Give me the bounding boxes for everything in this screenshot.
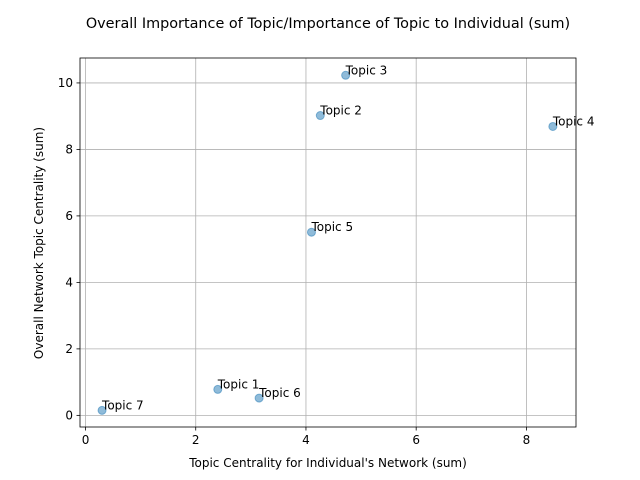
y-tick-label: 4 <box>65 276 73 290</box>
y-tick-label: 6 <box>65 209 73 223</box>
data-point-label: Topic 3 <box>345 63 388 77</box>
x-tick-label: 6 <box>412 433 420 447</box>
data-point-label: Topic 1 <box>217 377 260 391</box>
data-point <box>315 111 325 121</box>
data-point-label: Topic 5 <box>310 220 353 234</box>
x-axis-label: Topic Centrality for Individual's Networ… <box>188 456 467 470</box>
data-point <box>254 393 264 403</box>
data-point <box>341 70 351 80</box>
y-tick-label: 0 <box>65 409 73 423</box>
data-point <box>213 384 223 394</box>
x-tick-label: 2 <box>192 433 200 447</box>
data-point-label: Topic 7 <box>101 398 144 412</box>
data-point-label: Topic 2 <box>319 104 362 118</box>
data-points: Topic 1 Topic 2 Topic 3 Topic 4 Topic 5 Topic… <box>97 63 595 415</box>
data-point <box>548 121 558 131</box>
y-tick-label: 2 <box>65 342 73 356</box>
y-tick-label: 10 <box>58 76 73 90</box>
x-tick-label: 4 <box>302 433 310 447</box>
y-tick-label: 8 <box>65 143 73 157</box>
data-point-label: Topic 6 <box>258 386 301 400</box>
x-tick-label: 8 <box>523 433 531 447</box>
axis-ticks: 0 2 4 6 8 0 2 4 6 8 10 <box>58 76 531 447</box>
plot-frame <box>79 57 577 428</box>
data-point <box>306 227 316 237</box>
data-point-label: Topic 4 <box>552 114 595 128</box>
data-point <box>97 405 107 415</box>
y-axis-label: Overall Network Topic Centrality (sum) <box>32 127 46 359</box>
grid <box>80 58 576 427</box>
x-tick-label: 0 <box>82 433 90 447</box>
chart-title: Overall Importance of Topic/Importance o… <box>86 16 570 32</box>
